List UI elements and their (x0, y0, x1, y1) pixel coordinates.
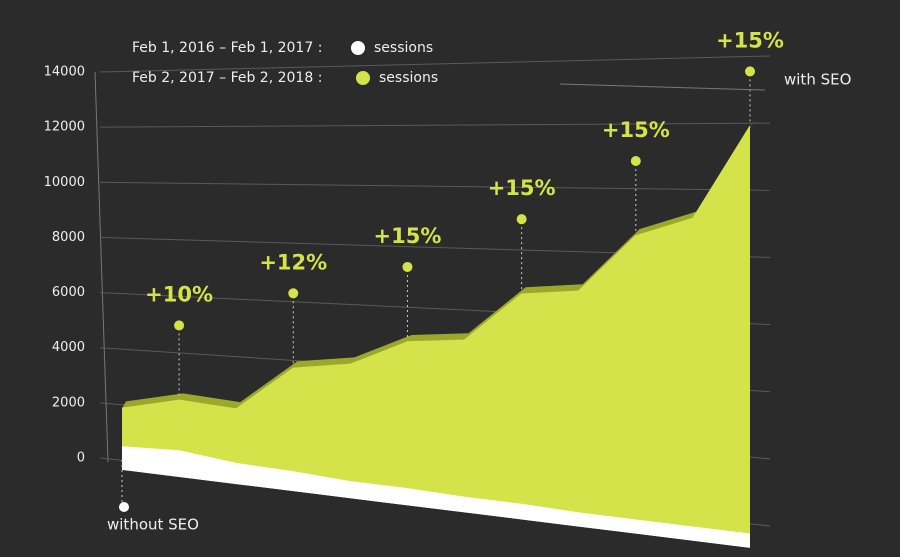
legend-period: Feb 2, 2017 – Feb 2, 2018 : (132, 70, 322, 86)
y-tick-label: 4000 (52, 340, 85, 355)
y-tick-label: 12000 (44, 120, 85, 135)
annotation-label: +15% (488, 176, 556, 200)
legend-period: Feb 1, 2016 – Feb 1, 2017 : (132, 40, 322, 56)
start-dot (119, 502, 129, 512)
end-leader (559, 83, 766, 91)
area-line (121, 446, 751, 536)
legend-swatch (356, 71, 370, 85)
y-tick-label: 8000 (52, 230, 85, 245)
y-tick-label: 10000 (44, 175, 85, 190)
annotation-dot (288, 288, 299, 299)
legend-swatch (351, 41, 365, 55)
annotation-label: +15% (716, 28, 784, 52)
annotation-dot (745, 66, 755, 77)
annotation-label: +15% (602, 118, 670, 142)
annotation-label: +12% (259, 250, 327, 274)
end-label: with SEO (784, 71, 851, 89)
y-axis (94, 71, 109, 463)
area-fill (122, 126, 750, 535)
area-fill (120, 470, 750, 557)
annotation-dot (630, 155, 641, 166)
grid-line (99, 122, 771, 128)
annotation-dot (174, 320, 185, 331)
area-fill (122, 447, 750, 548)
start-label: without SEO (107, 516, 199, 534)
annotation-dot (516, 214, 527, 225)
y-tick-label: 2000 (52, 395, 85, 410)
legend-name: sessions (379, 70, 438, 86)
annotation-label: +15% (374, 224, 442, 248)
y-tick-label: 0 (77, 451, 85, 466)
y-tick-label: 6000 (52, 285, 85, 300)
y-tick-label: 14000 (44, 65, 85, 80)
annotation-dot (402, 261, 413, 272)
grid-line (99, 181, 771, 191)
legend-name: sessions (374, 40, 433, 56)
annotation-label: +10% (145, 282, 213, 306)
grid-line (99, 55, 771, 73)
area-line (121, 126, 751, 410)
